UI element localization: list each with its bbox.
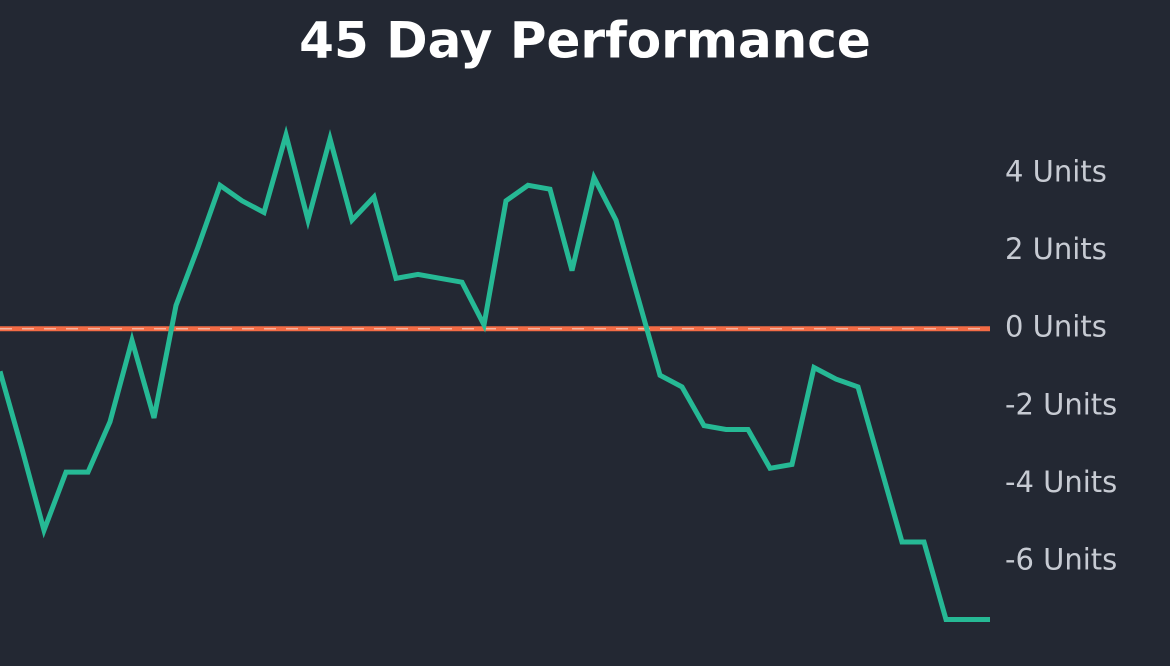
y-tick-label: 0 Units bbox=[1005, 310, 1107, 344]
y-tick-label: 2 Units bbox=[1005, 232, 1107, 266]
y-tick-label: -4 Units bbox=[1005, 465, 1117, 499]
y-tick-label: -6 Units bbox=[1005, 542, 1117, 576]
y-tick-label: -2 Units bbox=[1005, 387, 1117, 421]
y-tick-label: 4 Units bbox=[1005, 155, 1107, 189]
chart-title: 45 Day Performance bbox=[299, 12, 871, 70]
data-line bbox=[0, 125, 990, 622]
